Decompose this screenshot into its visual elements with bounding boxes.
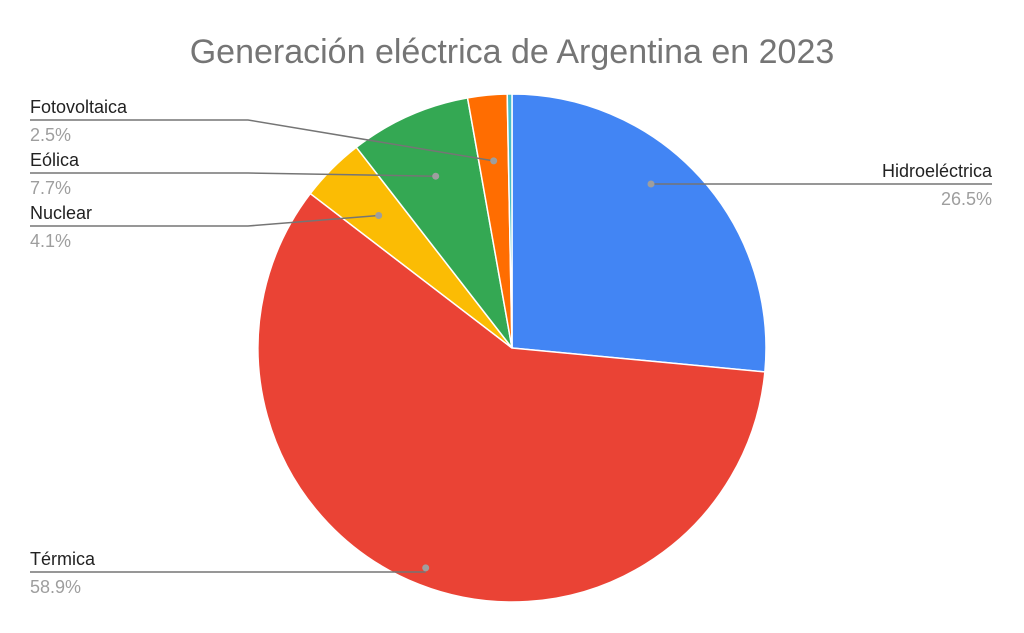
slice-name-hidroelectrica: Hidroeléctrica — [882, 161, 993, 181]
slice-labels: Hidroeléctrica 26.5% Térmica 58.9% Nuclear 4.… — [30, 97, 993, 597]
pie-slice-other — [506, 93, 513, 349]
slice-name-termica: Térmica — [30, 549, 96, 569]
pie-slice-termica — [257, 192, 766, 603]
slice-label-group-hidroelectrica: Hidroeléctrica 26.5% — [647, 161, 993, 209]
slice-label-group-eolica: Eólica 7.7% — [30, 150, 440, 198]
slice-label-group-termica: Térmica 58.9% — [30, 549, 430, 597]
slice-percent-hidroelectrica: 26.5% — [941, 189, 992, 209]
leader-line-fotovoltaica — [30, 119, 494, 162]
slice-percent-nuclear: 4.1% — [30, 231, 71, 251]
slice-label-group-fotovoltaica: Fotovoltaica 2.5% — [30, 97, 498, 165]
slice-label-group-nuclear: Nuclear 4.1% — [30, 203, 383, 251]
leader-dot-nuclear — [375, 212, 383, 219]
slice-percent-fotovoltaica: 2.5% — [30, 125, 71, 145]
leader-dot-fotovoltaica — [490, 157, 498, 165]
slice-name-nuclear: Nuclear — [30, 203, 92, 223]
slice-name-eolica: Eólica — [30, 150, 80, 170]
leader-line-nuclear — [30, 214, 379, 227]
leader-dot-hidroelectrica — [647, 180, 655, 188]
slice-percent-eolica: 7.7% — [30, 178, 71, 198]
slice-percent-termica: 58.9% — [30, 577, 81, 597]
leader-dot-termica — [422, 564, 430, 572]
pie-slice-eolica — [355, 97, 513, 349]
slice-name-fotovoltaica: Fotovoltaica — [30, 97, 128, 117]
leader-dot-eolica — [432, 172, 440, 180]
chart-title: Generación eléctrica de Argentina en 202… — [190, 33, 835, 71]
pie-slice-hidroelectrica — [511, 93, 767, 373]
pie-slices — [257, 93, 767, 603]
leader-line-eolica — [30, 172, 436, 177]
